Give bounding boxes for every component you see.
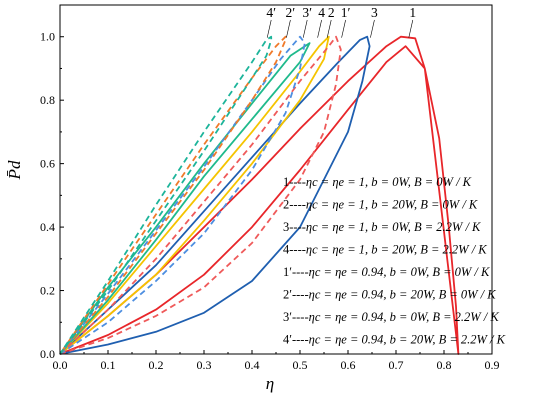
x-axis-label: η — [266, 374, 274, 393]
x-tick-label: 0.8 — [437, 358, 452, 372]
curve-label-1: 1 — [409, 5, 416, 20]
legend-key: 2 — [283, 198, 289, 212]
legend-text: ----ηc = ηe = 1, b = 20W, B = 2.2W / K — [289, 243, 487, 257]
ticks-layer: 0.0 0.1 0.2 0.3 0.4 0.5 0.6 0.7 0.8 0.9 0.0 0.2 0.4 0… — [40, 30, 500, 372]
y-tick-label: 0.8 — [40, 93, 55, 107]
x-tick-label: 0.7 — [389, 358, 404, 372]
curve-label-2: 2 — [328, 5, 335, 20]
series-curve-1 — [59, 35, 460, 355]
curve-label-1-prime: 1′ — [341, 5, 351, 20]
curve-label-4-prime: 4′ — [266, 5, 276, 20]
curves-layer — [59, 35, 460, 355]
legend-text: ----ηc = ηe = 1, b = 0W, B = 2.2W / K — [289, 220, 481, 234]
curve-leader-3-prime — [302, 19, 308, 38]
series-curve-1-prime — [59, 35, 342, 355]
y-tick-label: 1.0 — [40, 30, 55, 44]
y-axis-label: P̄d — [5, 160, 24, 180]
legend-text: ----ηc = ηe = 0.94, b = 0W, B = 2.2W / K — [292, 310, 499, 324]
y-tick-label: 0.2 — [40, 284, 55, 298]
x-tick-label: 0.6 — [341, 358, 356, 372]
legend-text: ----ηc = ηe = 0.94, b = 20W, B = 2.2W / … — [292, 333, 506, 347]
x-tick-label: 0.5 — [293, 358, 308, 372]
curve-label-4: 4 — [318, 5, 325, 20]
legend-entry-3: 3----ηc = ηe = 1, b = 0W, B = 2.2W / K — [283, 220, 481, 234]
legend-key: 3 — [283, 220, 289, 234]
curve-label-3: 3 — [371, 5, 378, 20]
curve-labels-layer: 1 3 4 2 1′ 3′ 2′ 4′ — [266, 5, 416, 38]
x-tick-label: 0.4 — [245, 358, 260, 372]
curve-leader-3 — [370, 19, 375, 38]
legend-key: 1′ — [283, 265, 292, 279]
curve-label-3-prime: 3′ — [302, 5, 312, 20]
y-tick-label: 0.6 — [40, 157, 55, 171]
curve-leader-2-prime — [286, 19, 291, 38]
legend-entry-4-prime: 4′----ηc = ηe = 0.94, b = 20W, B = 2.2W … — [283, 333, 506, 347]
curve-leader-4 — [317, 19, 322, 38]
legend-key: 4 — [283, 243, 290, 257]
legend-entry-4: 4----ηc = ηe = 1, b = 20W, B = 2.2W / K — [283, 243, 487, 257]
x-tick-label: 0.0 — [53, 358, 68, 372]
series-curve-2 — [59, 42, 311, 355]
series-curve-3-prime — [59, 35, 306, 355]
legend-key: 1 — [283, 175, 289, 189]
curve-leader-4-prime — [266, 19, 272, 38]
legend-key: 3′ — [283, 310, 292, 324]
legend-entry-3-prime: 3′----ηc = ηe = 0.94, b = 0W, B = 2.2W /… — [283, 310, 499, 324]
curve-leader-1 — [408, 19, 414, 38]
curve-leader-1-prime — [341, 19, 346, 38]
legend-text: ----ηc = ηe = 1, b = 20W, B = 0W / K — [289, 198, 478, 212]
legend-text: ----ηc = ηe = 0.94, b = 20W, B = 0W / K — [292, 288, 496, 302]
legend-text: ----ηc = ηe = 1, b = 0W, B = 0W / K — [289, 175, 471, 189]
curve-leader-2 — [326, 19, 332, 38]
legend-key: 2′ — [283, 288, 292, 302]
x-tick-label: 0.2 — [149, 358, 164, 372]
y-tick-label: 0.4 — [40, 220, 55, 234]
legend-entry-2: 2----ηc = ηe = 1, b = 20W, B = 0W / K — [283, 198, 478, 212]
curve-label-2-prime: 2′ — [286, 5, 296, 20]
legend-text: ----ηc = ηe = 0.94, b = 0W, B = 0W / K — [292, 265, 490, 279]
y-tick-label: 0.0 — [40, 347, 55, 361]
legend-entry-2-prime: 2′----ηc = ηe = 0.94, b = 20W, B = 0W / … — [283, 288, 496, 302]
legend-key: 4′ — [283, 333, 292, 347]
legend: 1----ηc = ηe = 1, b = 0W, B = 0W / K2---… — [283, 175, 506, 347]
series-curve-4-prime — [59, 35, 273, 355]
x-tick-label: 0.9 — [485, 358, 500, 372]
legend-entry-1: 1----ηc = ηe = 1, b = 0W, B = 0W / K — [283, 175, 472, 189]
x-tick-label: 0.1 — [101, 358, 116, 372]
series-curve-3 — [59, 35, 371, 355]
series-curve-4 — [59, 35, 330, 355]
legend-entry-1-prime: 1′----ηc = ηe = 0.94, b = 0W, B = 0W / K — [283, 265, 490, 279]
x-tick-label: 0.3 — [197, 358, 212, 372]
